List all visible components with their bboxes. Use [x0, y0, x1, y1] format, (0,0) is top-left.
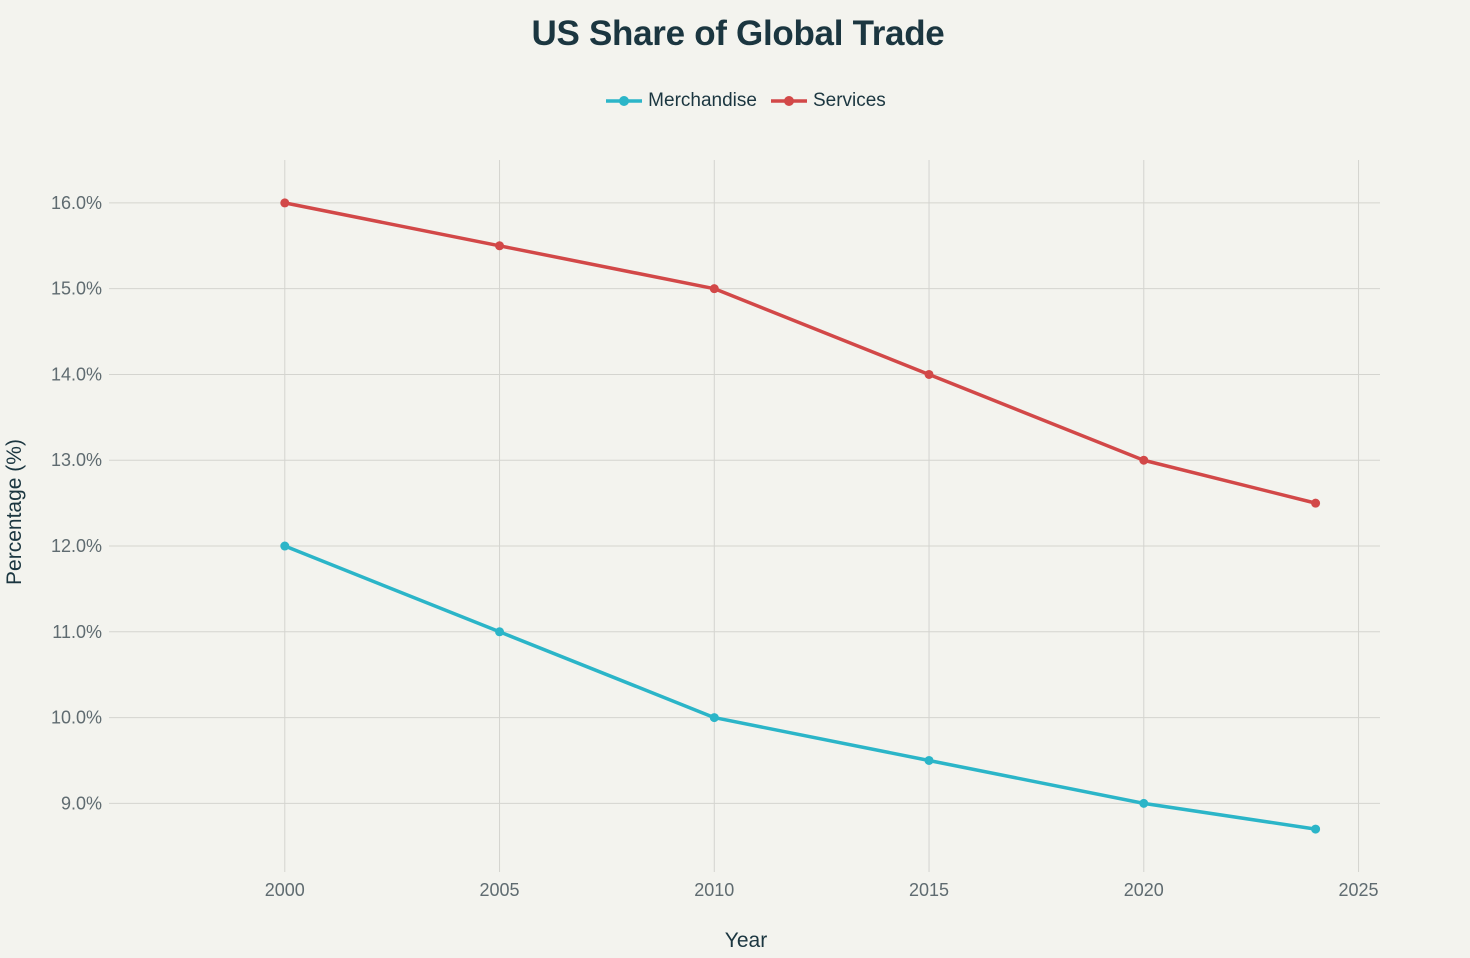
x-tick-label: 2020	[1124, 880, 1164, 900]
y-gridlines	[109, 202, 1380, 804]
y-tick-label: 16.0%	[51, 193, 102, 213]
legend-item-services[interactable]: Services	[770, 90, 886, 112]
legend-label-services: Services	[812, 90, 886, 111]
data-point-merchandise[interactable]	[924, 755, 934, 765]
y-tick-label: 14.0%	[51, 364, 102, 384]
y-tick-label: 11.0%	[52, 622, 102, 642]
y-tick-label: 10.0%	[51, 708, 102, 728]
y-tick-labels: 9.0% 10.0% 11.0% 12.0% 13.0% 14.0% 15.0% 16.0%	[51, 193, 102, 813]
series-line-merchandise	[283, 544, 1318, 831]
x-axis-title: Year	[725, 929, 767, 952]
legend-swatch-merchandise	[606, 96, 643, 106]
x-tick-label: 2005	[480, 880, 520, 900]
legend-label-merchandise: Merchandise	[648, 90, 757, 111]
data-point-merchandise[interactable]	[709, 713, 719, 723]
data-point-services[interactable]	[924, 369, 934, 379]
series-line-services	[283, 201, 1318, 505]
y-axis-title: Percentage (%)	[3, 439, 26, 585]
legend: Merchandise Services	[0, 90, 1470, 112]
chart-title: US Share of Global Trade	[531, 14, 945, 53]
x-tick-label: 2025	[1339, 880, 1379, 900]
y-tick-label: 15.0%	[51, 279, 102, 299]
data-point-merchandise[interactable]	[280, 541, 290, 551]
data-point-services[interactable]	[1139, 455, 1149, 465]
x-tick-labels: 2000 2005 2010 2015 2020 2025	[265, 880, 1379, 900]
x-tick-label: 2015	[909, 880, 949, 900]
series-layer	[280, 198, 1321, 834]
data-point-services[interactable]	[1311, 498, 1321, 508]
y-tick-label: 12.0%	[51, 536, 102, 556]
data-point-services[interactable]	[495, 241, 505, 251]
y-tick-label: 13.0%	[51, 450, 102, 470]
x-tick-label: 2010	[694, 880, 734, 900]
y-tick-label: 9.0%	[61, 793, 102, 813]
legend-swatch-services	[770, 96, 807, 106]
x-gridlines	[284, 160, 1360, 872]
data-point-merchandise[interactable]	[495, 627, 505, 637]
data-point-merchandise[interactable]	[1139, 798, 1149, 808]
x-tick-label: 2000	[265, 880, 305, 900]
legend-item-merchandise[interactable]: Merchandise	[606, 90, 757, 112]
data-point-merchandise[interactable]	[1311, 824, 1321, 834]
data-point-services[interactable]	[280, 198, 290, 208]
data-point-services[interactable]	[709, 284, 719, 294]
